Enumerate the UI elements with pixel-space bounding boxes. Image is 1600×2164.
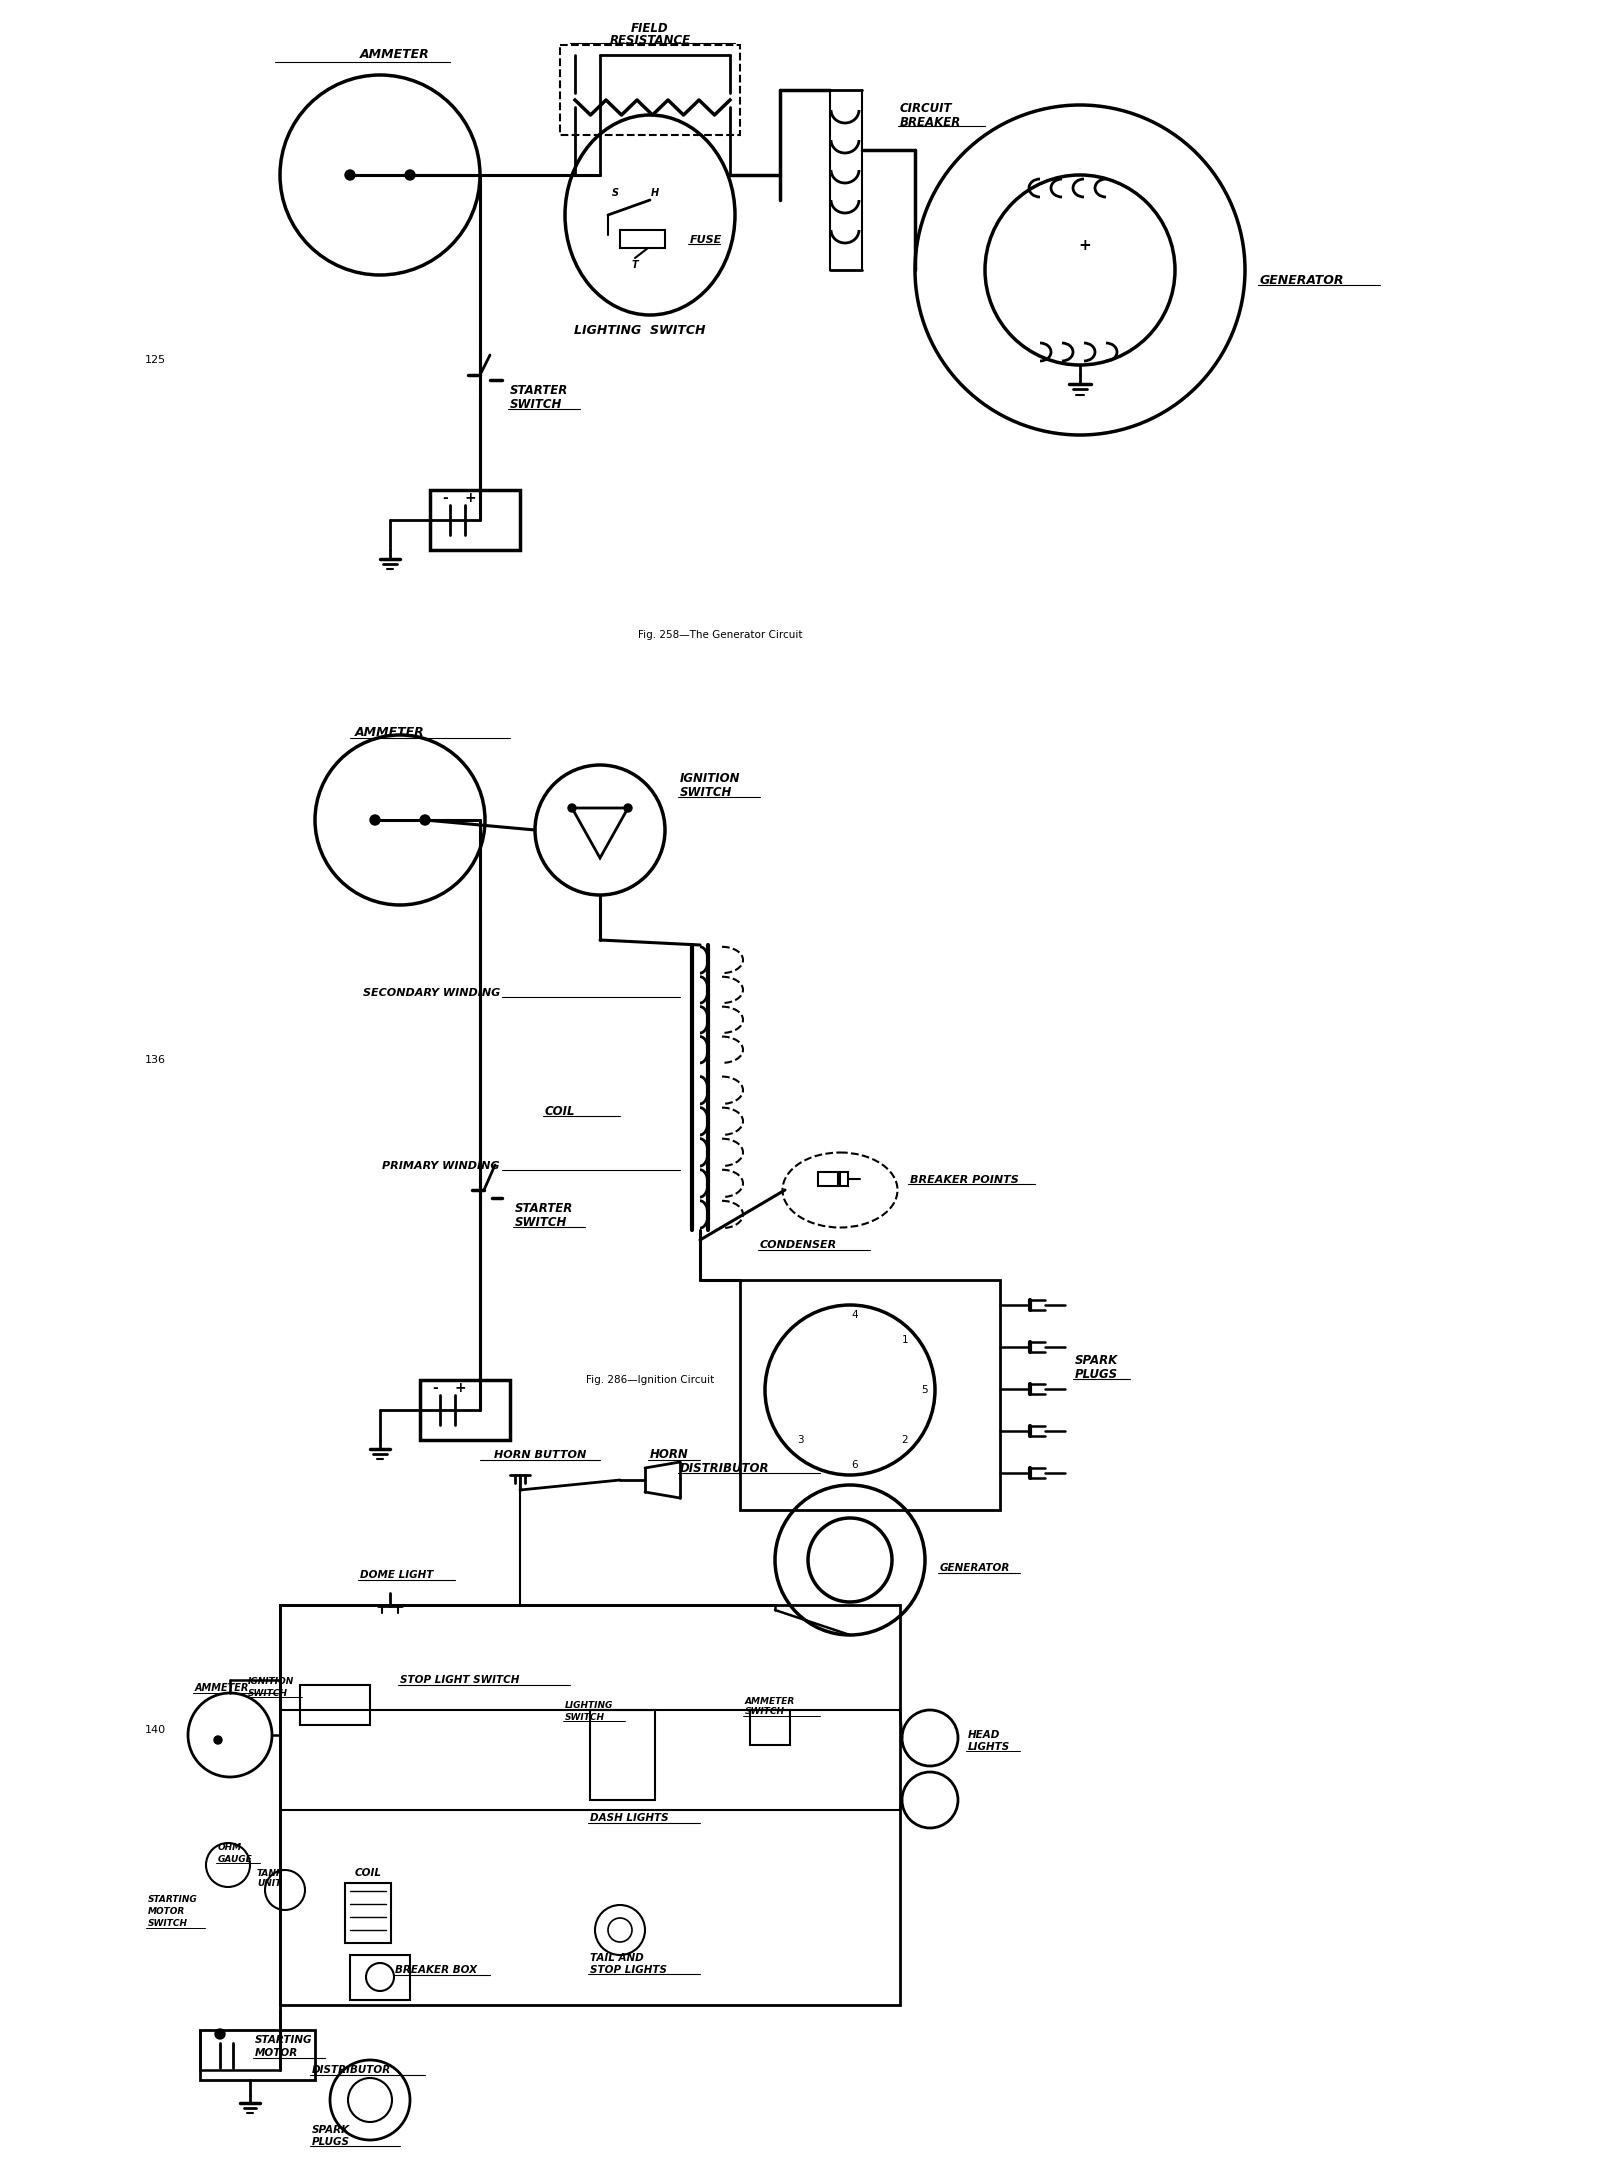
Text: SWITCH: SWITCH bbox=[680, 786, 733, 799]
Text: TAIL AND: TAIL AND bbox=[590, 1952, 643, 1963]
Text: AMMETER: AMMETER bbox=[195, 1684, 250, 1692]
Text: STOP LIGHT SWITCH: STOP LIGHT SWITCH bbox=[400, 1675, 520, 1686]
Text: COIL: COIL bbox=[355, 1868, 381, 1878]
Text: BREAKER BOX: BREAKER BOX bbox=[395, 1965, 477, 1976]
Text: GENERATOR: GENERATOR bbox=[941, 1562, 1010, 1573]
Text: PLUGS: PLUGS bbox=[312, 2138, 350, 2147]
Circle shape bbox=[214, 2030, 226, 2038]
Bar bbox=[739, 1279, 1000, 1510]
Text: GENERATOR: GENERATOR bbox=[1261, 273, 1344, 286]
Text: AMMETER: AMMETER bbox=[355, 725, 424, 738]
Text: 6: 6 bbox=[851, 1461, 858, 1469]
Text: 4: 4 bbox=[851, 1309, 858, 1320]
Text: HORN: HORN bbox=[650, 1448, 688, 1461]
Text: -: - bbox=[432, 1381, 438, 1396]
Text: 2: 2 bbox=[902, 1435, 909, 1446]
Text: DOME LIGHT: DOME LIGHT bbox=[360, 1571, 434, 1580]
Text: +: + bbox=[454, 1381, 466, 1396]
Text: T: T bbox=[632, 260, 638, 270]
Text: S: S bbox=[611, 188, 619, 197]
Text: AMMETER: AMMETER bbox=[360, 48, 430, 61]
Text: LIGHTING  SWITCH: LIGHTING SWITCH bbox=[574, 322, 706, 335]
Text: AMMETER: AMMETER bbox=[746, 1697, 795, 1707]
Bar bbox=[350, 1954, 410, 2000]
Text: STARTER: STARTER bbox=[515, 1201, 573, 1214]
Text: SWITCH: SWITCH bbox=[510, 398, 562, 411]
Bar bbox=[840, 1173, 848, 1186]
Text: RESISTANCE: RESISTANCE bbox=[610, 32, 691, 45]
Text: -: - bbox=[442, 491, 448, 504]
Bar bbox=[621, 229, 666, 249]
Text: MOTOR: MOTOR bbox=[254, 2047, 298, 2058]
Circle shape bbox=[405, 171, 414, 180]
Text: +: + bbox=[464, 491, 475, 504]
Circle shape bbox=[568, 805, 576, 812]
Text: HEAD: HEAD bbox=[968, 1729, 1000, 1740]
Text: SPARK: SPARK bbox=[312, 2125, 350, 2136]
Bar bbox=[560, 45, 739, 134]
Text: Fig. 258—The Generator Circuit: Fig. 258—The Generator Circuit bbox=[638, 630, 802, 641]
Text: SECONDARY WINDING: SECONDARY WINDING bbox=[363, 989, 499, 998]
Text: 140: 140 bbox=[144, 1725, 165, 1736]
Text: LIGHTS: LIGHTS bbox=[968, 1742, 1010, 1753]
Bar bbox=[818, 1173, 838, 1186]
Text: STARTING: STARTING bbox=[254, 2034, 312, 2045]
Circle shape bbox=[346, 171, 355, 180]
Text: BREAKER POINTS: BREAKER POINTS bbox=[910, 1175, 1019, 1186]
Circle shape bbox=[624, 805, 632, 812]
Bar bbox=[200, 2030, 315, 2080]
Text: 125: 125 bbox=[144, 355, 165, 366]
Text: UNIT: UNIT bbox=[258, 1881, 282, 1889]
Text: SWITCH: SWITCH bbox=[515, 1216, 568, 1229]
Text: CONDENSER: CONDENSER bbox=[760, 1240, 837, 1251]
Text: DASH LIGHTS: DASH LIGHTS bbox=[590, 1813, 669, 1822]
Text: SWITCH: SWITCH bbox=[565, 1712, 605, 1723]
Text: IGNITION: IGNITION bbox=[248, 1677, 294, 1686]
Bar bbox=[280, 1606, 899, 2006]
Text: FIELD: FIELD bbox=[630, 22, 669, 35]
Text: Fig. 286—Ignition Circuit: Fig. 286—Ignition Circuit bbox=[586, 1374, 714, 1385]
Text: STARTER: STARTER bbox=[510, 383, 568, 396]
Text: +: + bbox=[1078, 238, 1091, 253]
Text: H: H bbox=[651, 188, 659, 197]
Bar bbox=[590, 1710, 654, 1800]
Text: TANK: TANK bbox=[256, 1868, 283, 1878]
Text: BREAKER: BREAKER bbox=[899, 115, 962, 128]
Text: STARTING: STARTING bbox=[147, 1896, 198, 1904]
Text: SPARK: SPARK bbox=[1075, 1352, 1118, 1365]
Text: COIL: COIL bbox=[546, 1106, 576, 1119]
Text: PLUGS: PLUGS bbox=[1075, 1368, 1118, 1381]
Text: DISTRIBUTOR: DISTRIBUTOR bbox=[312, 2064, 392, 2075]
Bar bbox=[750, 1710, 790, 1744]
Circle shape bbox=[419, 816, 430, 824]
Bar bbox=[346, 1883, 390, 1943]
Bar bbox=[430, 489, 520, 550]
Bar bbox=[301, 1686, 370, 1725]
Text: GAUGE: GAUGE bbox=[218, 1855, 253, 1863]
Text: SWITCH: SWITCH bbox=[746, 1707, 786, 1716]
Text: STOP LIGHTS: STOP LIGHTS bbox=[590, 1965, 667, 1976]
Text: CIRCUIT: CIRCUIT bbox=[899, 102, 952, 115]
Text: 136: 136 bbox=[144, 1056, 165, 1065]
Text: 5: 5 bbox=[922, 1385, 928, 1396]
Text: SWITCH: SWITCH bbox=[147, 1919, 189, 1928]
Text: MOTOR: MOTOR bbox=[147, 1906, 186, 1917]
Circle shape bbox=[370, 816, 381, 824]
Text: HORN BUTTON: HORN BUTTON bbox=[494, 1450, 586, 1461]
Text: OHM: OHM bbox=[218, 1844, 242, 1852]
Text: LIGHTING: LIGHTING bbox=[565, 1701, 613, 1710]
Text: 1: 1 bbox=[902, 1335, 909, 1346]
Bar bbox=[419, 1381, 510, 1439]
Circle shape bbox=[214, 1736, 222, 1744]
Text: 3: 3 bbox=[797, 1435, 803, 1446]
Text: FUSE: FUSE bbox=[690, 236, 722, 245]
Text: DISTRIBUTOR: DISTRIBUTOR bbox=[680, 1461, 770, 1474]
Text: SWITCH: SWITCH bbox=[248, 1688, 288, 1697]
Text: IGNITION: IGNITION bbox=[680, 773, 741, 786]
Text: PRIMARY WINDING: PRIMARY WINDING bbox=[382, 1160, 499, 1171]
